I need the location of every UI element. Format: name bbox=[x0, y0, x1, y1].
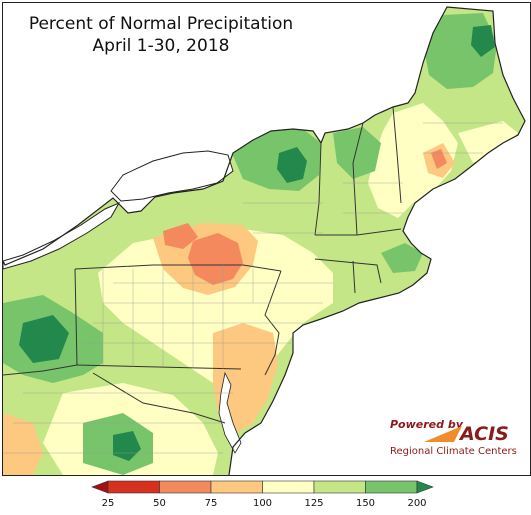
legend-colorbar bbox=[91, 480, 434, 494]
legend-tick-label: 100 bbox=[252, 498, 273, 509]
county-grid-c bbox=[243, 122, 503, 234]
coastline bbox=[3, 6, 526, 475]
nj-border bbox=[264, 270, 282, 376]
field-50-75-ny bbox=[163, 223, 198, 249]
field-200-west bbox=[19, 315, 69, 363]
field-75-100-sw bbox=[3, 413, 43, 475]
lake-ontario bbox=[110, 150, 234, 202]
legend-swatch-highest bbox=[416, 480, 434, 494]
legend: 25 50 75 100 125 150 200 bbox=[0, 476, 531, 511]
field-100-125-ne bbox=[458, 121, 518, 163]
field-50-75-pa bbox=[188, 233, 243, 285]
county-grid-b bbox=[102, 265, 254, 369]
map-panel: Percent of Normal Precipitation April 1-… bbox=[2, 2, 531, 476]
logo-powered-by: Powered by bbox=[390, 418, 463, 431]
county-lines bbox=[3, 122, 503, 454]
field-200-maine bbox=[471, 25, 495, 57]
legend-tick-label: 150 bbox=[355, 498, 376, 509]
precipitation-map bbox=[3, 6, 526, 475]
field-75-100-se bbox=[213, 323, 278, 433]
title-line-1: Percent of Normal Precipitation bbox=[28, 14, 294, 34]
map-title: Percent of Normal Precipitation April 1-… bbox=[21, 13, 301, 57]
logo-swoosh-icon bbox=[424, 426, 462, 442]
field-200-sw bbox=[113, 431, 141, 461]
field-150-200-ma bbox=[381, 243, 423, 273]
md-va-border bbox=[92, 372, 226, 424]
precip-fields bbox=[3, 13, 518, 475]
field-100-125-east bbox=[368, 103, 458, 218]
title-line-2: April 1-30, 2018 bbox=[92, 36, 230, 56]
legend-swatch-2 bbox=[159, 480, 212, 494]
ny-pa-border bbox=[74, 264, 282, 272]
legend-swatch-5 bbox=[313, 480, 366, 494]
legend-tick-label: 50 bbox=[153, 498, 166, 509]
legend-swatch-4 bbox=[262, 480, 315, 494]
vt-nh-border bbox=[352, 122, 364, 236]
field-150-200-vt-nh bbox=[333, 127, 381, 179]
legend-tick-label: 200 bbox=[407, 498, 427, 509]
legend-swatch-6 bbox=[365, 480, 418, 494]
field-50-75-ne bbox=[431, 149, 447, 169]
legend-tick-label: 125 bbox=[304, 498, 324, 509]
field-200-ny bbox=[277, 147, 307, 183]
logo-name: ACIS bbox=[460, 423, 509, 445]
wv-border bbox=[3, 364, 78, 376]
ct-ri-border bbox=[352, 260, 356, 294]
legend-tick-label: 75 bbox=[204, 498, 218, 509]
pa-south-border bbox=[76, 364, 242, 370]
acis-logo: Powered by ACIS Regional Climate Centers bbox=[386, 416, 526, 464]
legend-swatch-3 bbox=[210, 480, 263, 494]
nh-me-border bbox=[392, 106, 402, 204]
pa-west-border bbox=[74, 268, 78, 366]
ma-south-border bbox=[314, 258, 382, 284]
ma-north-border bbox=[315, 228, 402, 236]
logo-subtitle: Regional Climate Centers bbox=[390, 446, 517, 457]
legend-tick-label: 25 bbox=[101, 498, 115, 509]
lake-erie bbox=[3, 201, 121, 270]
legend-swatch-lowest bbox=[91, 480, 109, 494]
legend-swatch-1 bbox=[107, 480, 160, 494]
